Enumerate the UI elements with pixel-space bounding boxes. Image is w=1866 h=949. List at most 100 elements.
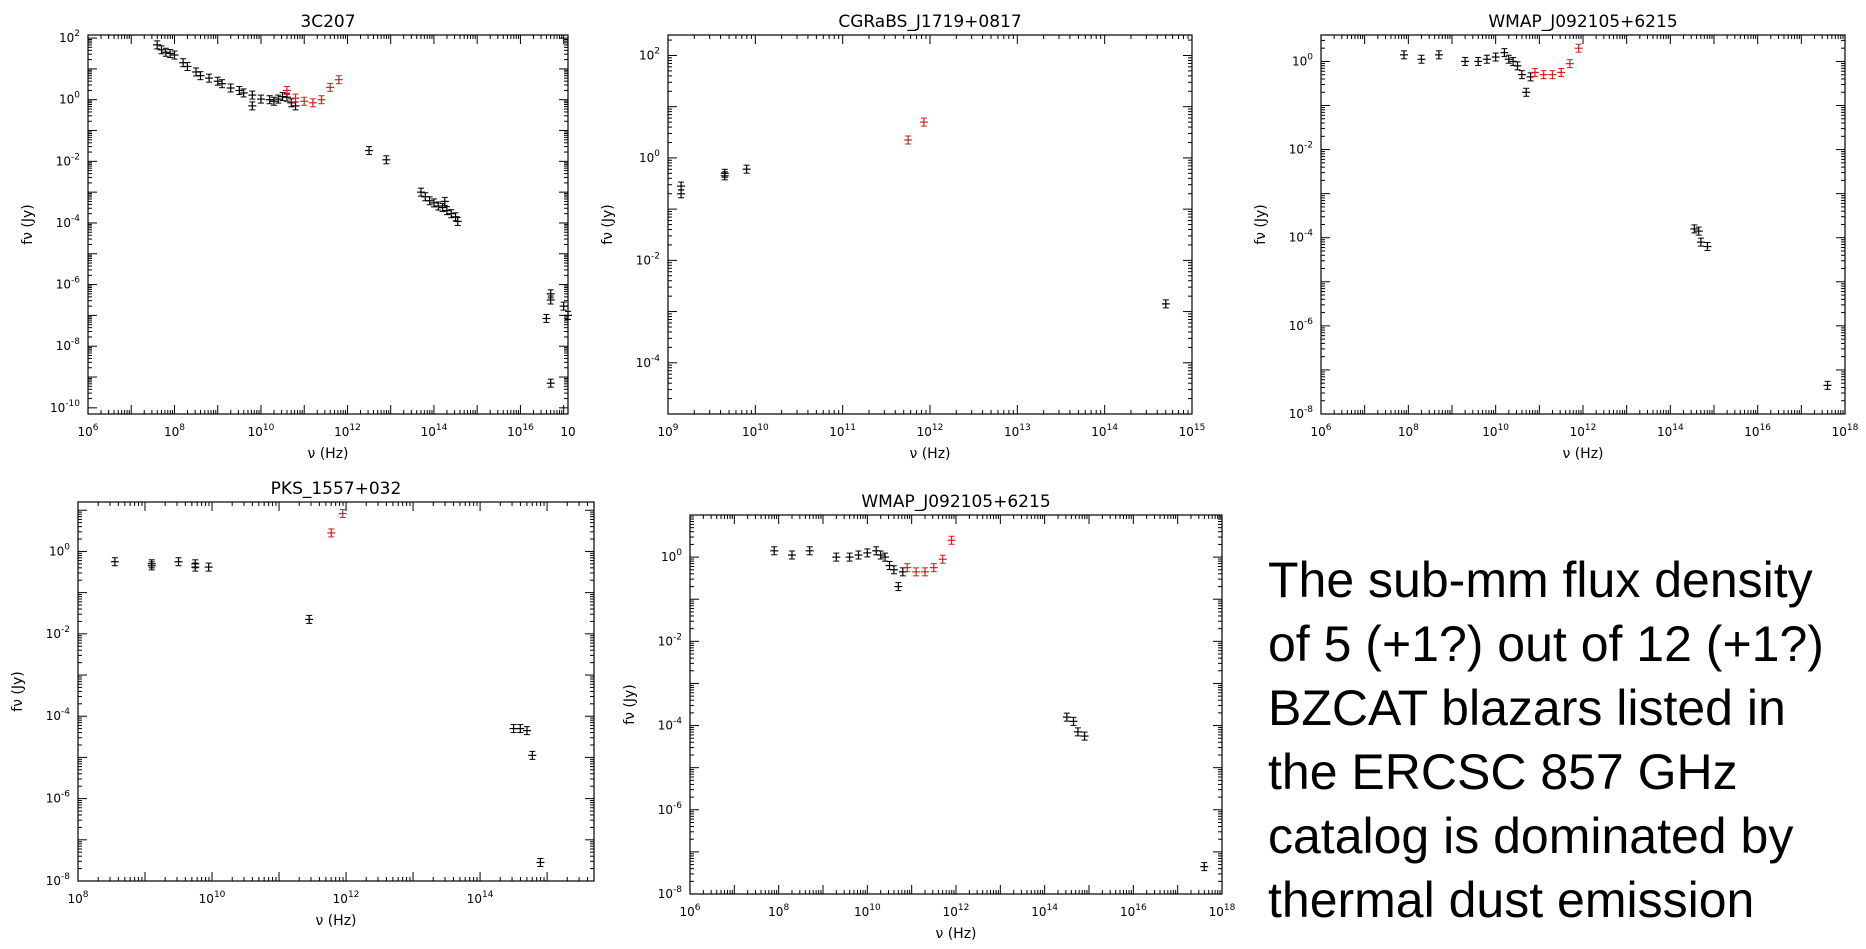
data-point xyxy=(1491,52,1500,62)
x-tick-label: 1016 xyxy=(1120,903,1147,919)
data-point xyxy=(1522,87,1531,97)
data-point xyxy=(1461,56,1470,66)
x-tick-label: 1015 xyxy=(1179,423,1206,439)
y-tick-label: 100 xyxy=(639,149,660,165)
data-point xyxy=(334,75,343,85)
data-point xyxy=(919,117,928,127)
data-point xyxy=(564,310,572,320)
data-point xyxy=(938,554,947,564)
y-tick-label: 102 xyxy=(639,46,660,62)
data-point xyxy=(170,50,179,60)
data-point xyxy=(1696,237,1705,247)
data-point xyxy=(894,582,903,592)
y-tick-label: 10-4 xyxy=(46,707,71,723)
x-tick-label: 1012 xyxy=(334,423,361,439)
y-tick-label: 10-4 xyxy=(1289,229,1314,245)
data-point xyxy=(1530,67,1539,77)
x-tick-label: 1016 xyxy=(507,423,534,439)
y-axis-label: fν (Jy) xyxy=(622,684,638,725)
data-point xyxy=(1557,67,1566,77)
x-tick-label: 108 xyxy=(1398,423,1419,439)
y-tick-label: 10-2 xyxy=(636,251,660,267)
data-point xyxy=(291,93,300,103)
chart-title: PKS_1557+032 xyxy=(271,479,402,499)
data-point xyxy=(536,857,545,867)
data-point xyxy=(442,206,451,216)
x-axis-label: ν (Hz) xyxy=(1562,446,1603,462)
data-point xyxy=(1565,59,1574,69)
data-point xyxy=(832,552,841,562)
x-tick-label: 108 xyxy=(164,423,185,439)
chart-title: 3C207 xyxy=(300,12,355,32)
data-point xyxy=(720,171,729,181)
data-point xyxy=(183,61,192,71)
y-tick-label: 100 xyxy=(661,548,682,564)
x-axis-label: ν (Hz) xyxy=(315,913,356,929)
series-1 xyxy=(153,40,572,388)
data-point xyxy=(1500,48,1509,58)
data-point xyxy=(147,561,156,571)
data-point xyxy=(248,90,257,100)
data-point xyxy=(308,98,317,108)
y-tick-label: 100 xyxy=(1292,52,1313,68)
data-point xyxy=(382,155,391,165)
y-tick-label: 10-4 xyxy=(56,214,81,230)
data-point xyxy=(770,546,779,556)
data-point xyxy=(805,546,814,556)
data-point xyxy=(425,196,434,206)
data-point xyxy=(1823,380,1832,390)
y-tick-label: 10-2 xyxy=(658,632,682,648)
data-point xyxy=(278,92,287,102)
y-tick-label: 10-6 xyxy=(658,801,683,817)
y-axis-label: fν (Jy) xyxy=(600,204,616,245)
data-point xyxy=(528,750,537,760)
data-point xyxy=(440,196,449,206)
data-point xyxy=(1161,299,1170,309)
data-point xyxy=(157,45,166,55)
series-1 xyxy=(677,164,1170,309)
data-point xyxy=(1690,224,1699,234)
data-point xyxy=(226,83,235,93)
chart-panel-2: CGRaBS_J1719+0817 109 1010 1011 1012 1013 1014… xyxy=(600,12,1205,462)
data-point xyxy=(213,76,222,86)
chart-panel-1: 3C207 106 108 1010 1012 1014 1016 10 10-10 10-8 10… xyxy=(20,12,576,462)
data-point xyxy=(153,40,162,50)
data-point xyxy=(542,313,551,323)
x-axis-label: ν (Hz) xyxy=(307,446,348,462)
y-tick-label: 10-8 xyxy=(658,885,683,901)
data-point xyxy=(1069,716,1078,726)
x-tick-label: 1012 xyxy=(333,890,360,906)
data-point xyxy=(204,562,213,572)
data-point xyxy=(287,98,296,108)
data-point xyxy=(920,567,929,577)
series-2 xyxy=(1530,43,1583,80)
caption-text: The sub-mm flux density of 5 (+1?) out o… xyxy=(1268,552,1824,928)
data-point xyxy=(434,201,443,211)
y-tick-label: 10-8 xyxy=(46,872,71,888)
data-point xyxy=(239,88,248,98)
chart-title: CGRaBS_J1719+0817 xyxy=(838,12,1021,32)
x-tick-label: 1010 xyxy=(1482,423,1509,439)
x-tick-label: 1010 xyxy=(248,423,275,439)
data-point xyxy=(1474,56,1483,66)
data-point xyxy=(1513,61,1522,71)
data-point xyxy=(1548,70,1557,80)
series-2 xyxy=(904,117,928,145)
series-1 xyxy=(770,546,1209,872)
data-point xyxy=(248,101,257,111)
x-tick-label: 109 xyxy=(657,423,678,439)
data-point xyxy=(110,557,119,567)
x-tick-label: 1010 xyxy=(854,903,881,919)
x-tick-label: 1014 xyxy=(421,423,448,439)
data-point xyxy=(863,548,872,558)
x-tick-label: 108 xyxy=(768,903,789,919)
data-point xyxy=(191,562,200,572)
data-point xyxy=(1703,242,1712,252)
data-point xyxy=(677,189,686,199)
series-2 xyxy=(327,509,347,538)
data-point xyxy=(1399,50,1408,60)
data-point xyxy=(546,378,555,388)
x-tick-label: 10 xyxy=(560,425,575,439)
data-point xyxy=(889,565,898,575)
